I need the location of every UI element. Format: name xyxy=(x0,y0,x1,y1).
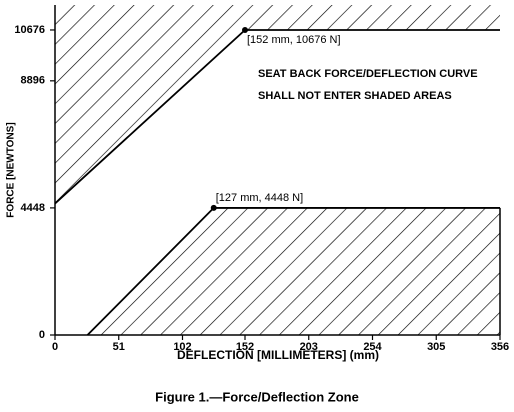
note: SEAT BACK FORCE/DEFLECTION CURVE xyxy=(258,68,478,80)
caption: Figure 1.—Force/Deflection Zone xyxy=(155,389,359,404)
x-tick-label: 305 xyxy=(427,341,445,353)
x-tick-label: 152 xyxy=(236,341,254,353)
y-axis-label: FORCE [NEWTONS] xyxy=(6,122,17,217)
point xyxy=(210,204,217,211)
x-axis-label: DEFLECTION [MILLIMETERS] (mm) xyxy=(177,348,379,362)
y-tick-label: 10676 xyxy=(14,24,45,36)
point-label: [127 mm, 4448 N] xyxy=(216,192,303,204)
note: SHALL NOT ENTER SHADED AREAS xyxy=(258,90,452,102)
y-tick-label: 0 xyxy=(39,329,45,341)
point-label: [152 mm, 10676 N] xyxy=(247,34,341,46)
y-tick-label: 4448 xyxy=(21,202,45,214)
y-tick-label: 8896 xyxy=(21,75,45,87)
x-tick-label: 51 xyxy=(113,341,125,353)
shaded-area xyxy=(87,207,500,335)
x-tick-label: 203 xyxy=(300,341,318,353)
x-tick-label: 102 xyxy=(173,341,191,353)
x-tick-label: 356 xyxy=(491,341,509,353)
point xyxy=(242,26,248,33)
x-tick-label: 254 xyxy=(363,341,382,353)
x-tick-label: 0 xyxy=(52,341,58,353)
shaded-area xyxy=(55,5,500,204)
